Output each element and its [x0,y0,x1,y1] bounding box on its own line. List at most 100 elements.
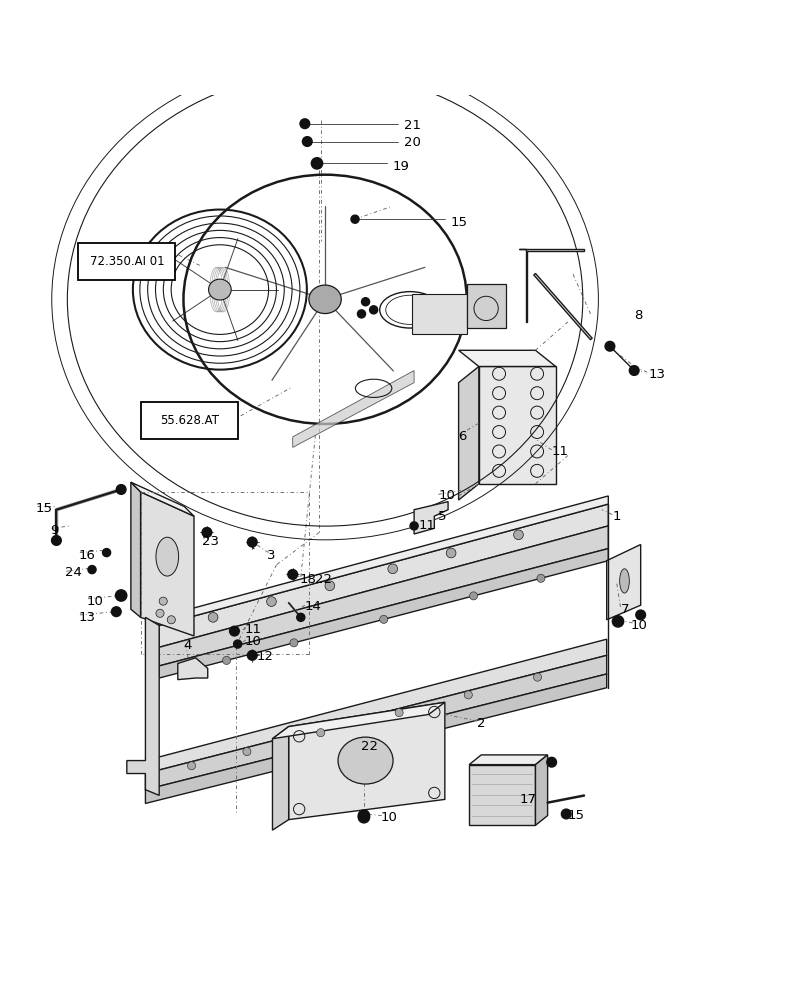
Polygon shape [272,702,444,739]
Circle shape [156,609,164,617]
Circle shape [358,810,369,821]
Circle shape [299,119,309,129]
Polygon shape [288,702,444,820]
Circle shape [464,691,472,699]
Circle shape [296,613,304,621]
FancyBboxPatch shape [78,243,175,280]
Polygon shape [606,545,640,620]
Circle shape [102,549,110,557]
Text: 21: 21 [404,119,421,132]
Text: 15: 15 [36,502,53,515]
Circle shape [629,366,638,375]
Circle shape [302,137,311,146]
Polygon shape [533,273,591,340]
Text: 2: 2 [477,717,485,730]
Polygon shape [458,350,555,366]
Polygon shape [145,639,606,774]
Circle shape [111,607,121,617]
Text: 24: 24 [64,566,81,579]
Circle shape [167,616,175,624]
Circle shape [469,592,477,600]
Circle shape [115,590,127,601]
Text: 72.350.AI 01: 72.350.AI 01 [89,255,164,268]
Circle shape [290,639,298,647]
Text: 15: 15 [450,216,467,229]
Polygon shape [469,755,547,765]
Polygon shape [131,482,194,516]
Polygon shape [292,371,414,447]
Ellipse shape [208,279,231,300]
Circle shape [187,762,195,770]
Ellipse shape [308,285,341,314]
Text: 5: 5 [438,510,446,523]
Circle shape [208,612,217,622]
Circle shape [51,536,61,545]
Circle shape [88,566,96,574]
Circle shape [369,306,377,314]
Polygon shape [458,366,478,500]
Text: 23: 23 [202,535,219,548]
Text: 11: 11 [551,445,568,458]
Circle shape [446,548,456,558]
Polygon shape [412,294,466,334]
Circle shape [116,485,126,494]
Circle shape [242,748,251,756]
Text: 17: 17 [519,793,535,806]
Text: 10: 10 [438,489,455,502]
Circle shape [287,570,297,579]
Text: 14: 14 [304,600,321,613]
Circle shape [536,574,544,582]
Circle shape [560,809,570,819]
Text: 7: 7 [620,603,629,616]
Circle shape [395,709,403,717]
Circle shape [266,597,276,606]
Circle shape [410,522,418,530]
Text: 12: 12 [256,650,273,663]
Circle shape [513,530,523,540]
Circle shape [533,673,541,681]
Text: 10: 10 [380,811,397,824]
Ellipse shape [156,537,178,576]
Polygon shape [272,727,288,830]
Polygon shape [127,617,159,795]
Polygon shape [145,655,606,790]
Polygon shape [534,755,547,825]
Text: 22: 22 [315,573,332,586]
Circle shape [202,528,212,537]
Polygon shape [478,366,555,484]
Circle shape [388,564,397,574]
Circle shape [230,626,239,636]
Text: 22: 22 [361,740,378,753]
Polygon shape [469,765,534,825]
Polygon shape [131,482,140,617]
Text: 4: 4 [183,639,191,652]
Circle shape [234,640,242,648]
Text: 16: 16 [78,549,95,562]
Circle shape [159,597,167,605]
Text: 20: 20 [404,136,421,149]
Text: 1: 1 [611,510,620,523]
Polygon shape [159,496,607,625]
Circle shape [361,298,369,306]
Polygon shape [466,284,505,328]
Circle shape [358,812,369,823]
Text: 55.628.AT: 55.628.AT [160,414,218,427]
Text: 3: 3 [267,549,275,562]
Polygon shape [414,502,448,534]
Text: 18: 18 [298,573,315,586]
Circle shape [611,616,623,627]
Polygon shape [140,492,194,636]
Polygon shape [159,504,607,647]
Text: 10: 10 [630,619,647,632]
Circle shape [247,537,257,547]
Circle shape [222,656,230,664]
Circle shape [311,158,322,169]
Circle shape [604,341,614,351]
Polygon shape [159,526,607,666]
Circle shape [380,615,388,623]
Ellipse shape [619,569,629,593]
Polygon shape [519,249,583,322]
Ellipse shape [337,737,393,784]
Circle shape [546,757,556,767]
FancyBboxPatch shape [140,402,238,439]
